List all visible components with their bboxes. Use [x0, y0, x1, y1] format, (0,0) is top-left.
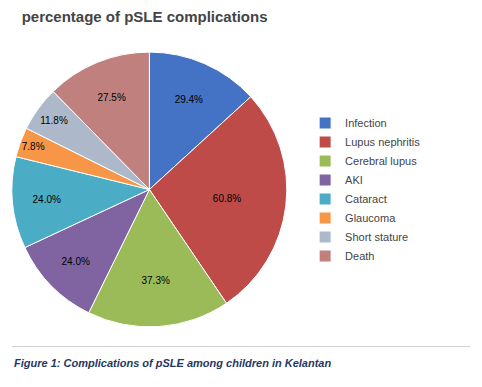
svg-text:7.8%: 7.8%: [22, 141, 45, 152]
svg-text:Infection: Infection: [345, 117, 387, 129]
svg-text:Glaucoma: Glaucoma: [345, 212, 396, 224]
svg-text:37.3%: 37.3%: [141, 275, 169, 286]
svg-text:Cerebral lupus: Cerebral lupus: [345, 155, 417, 167]
svg-text:24.0%: 24.0%: [33, 194, 61, 205]
svg-text:AKI: AKI: [345, 174, 363, 186]
svg-text:11.8%: 11.8%: [40, 115, 68, 126]
svg-text:24.0%: 24.0%: [61, 256, 89, 267]
svg-text:29.4%: 29.4%: [175, 94, 203, 105]
svg-text:Figure 1: Complications of pSL: Figure 1: Complications of pSLE among ch…: [14, 357, 331, 369]
svg-text:Cataract: Cataract: [345, 193, 387, 205]
svg-text:Lupus nephritis: Lupus nephritis: [345, 136, 420, 148]
svg-text:Death: Death: [345, 250, 374, 262]
svg-text:60.8%: 60.8%: [213, 193, 241, 204]
svg-text:Short stature: Short stature: [345, 231, 408, 243]
svg-text:percentage of pSLE complicatio: percentage of pSLE complications: [22, 8, 268, 25]
svg-text:27.5%: 27.5%: [97, 92, 125, 103]
